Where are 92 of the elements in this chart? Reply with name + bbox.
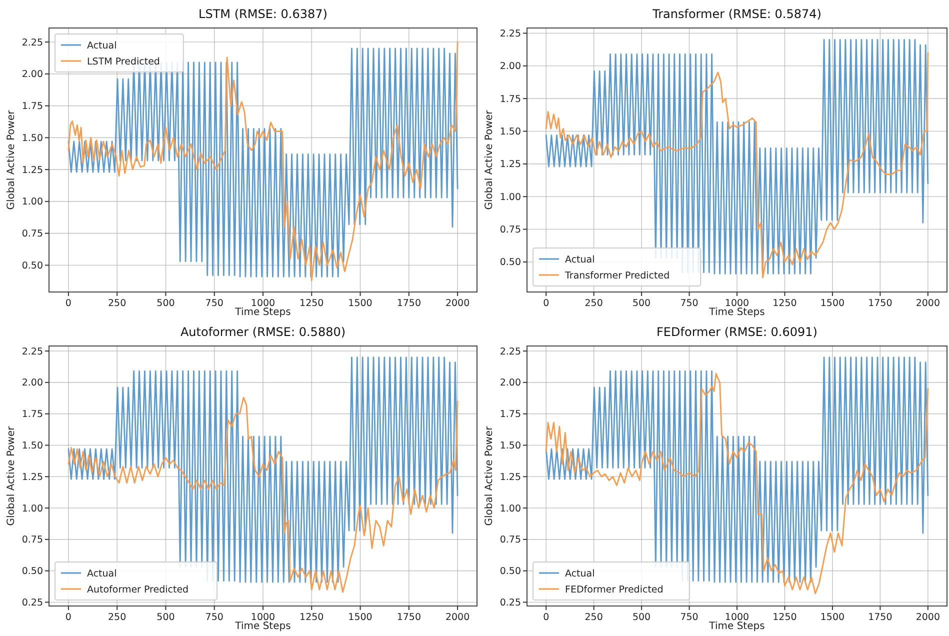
y-tick-label: 0.50 (22, 260, 43, 272)
x-axis-title: Time Steps (708, 307, 765, 318)
y-tick-label: 1.00 (500, 503, 521, 514)
x-tick-label: 1000 (250, 612, 276, 623)
x-tick-label: 250 (584, 298, 603, 309)
x-tick-label: 1250 (300, 612, 324, 623)
x-tick-label: 2000 (916, 298, 940, 309)
x-tick-label: 1250 (772, 298, 797, 309)
y-tick-label: 1.75 (500, 409, 521, 420)
y-axis-title: Global Active Power (6, 425, 17, 526)
x-tick-label: 1750 (396, 612, 422, 623)
y-tick-label: 1.75 (22, 409, 43, 420)
x-tick-label: 500 (632, 298, 651, 309)
x-tick-label: 0 (65, 612, 72, 623)
y-tick-label: 2.25 (22, 37, 43, 48)
legend-label: Actual (87, 568, 117, 580)
x-tick-label: 1000 (724, 612, 750, 623)
x-tick-label: 250 (584, 612, 603, 623)
x-tick-label: 1500 (820, 298, 845, 309)
x-tick-label: 1500 (348, 612, 372, 623)
x-tick-label: 500 (156, 612, 175, 623)
y-tick-label: 2.00 (500, 61, 521, 72)
legend-label: Autoformer Predicted (87, 584, 189, 596)
x-tick-label: 1750 (396, 298, 422, 309)
y-tick-label: 0.50 (500, 257, 521, 268)
chart-title: Transformer (RMSE: 0.5874) (652, 7, 822, 21)
x-tick-label: 1250 (772, 612, 797, 623)
y-tick-label: 0.75 (500, 534, 521, 546)
y-axis-title: Global Active Power (484, 425, 495, 526)
line-series (68, 396, 458, 593)
y-tick-label: 2.00 (500, 378, 521, 389)
y-tick-label: 0.25 (22, 598, 43, 609)
y-tick-label: 1.25 (22, 472, 43, 483)
x-tick-label: 750 (680, 612, 698, 623)
y-tick-label: 1.50 (22, 132, 43, 144)
y-tick-label: 2.25 (22, 346, 43, 358)
y-tick-label: 1.50 (500, 126, 521, 138)
x-tick-label: 500 (632, 612, 651, 623)
y-tick-label: 0.50 (500, 566, 521, 578)
x-tick-label: 1750 (868, 298, 892, 309)
y-tick-label: 1.00 (22, 503, 43, 514)
x-tick-label: 1500 (348, 298, 372, 309)
x-tick-label: 250 (108, 612, 126, 623)
line-series (68, 356, 458, 583)
chart-title: LSTM (RMSE: 0.6387) (198, 7, 328, 21)
y-tick-label: 1.00 (500, 192, 521, 203)
y-axis-title: Global Active Power (484, 109, 495, 210)
x-tick-label: 750 (205, 612, 224, 623)
y-tick-label: 2.25 (500, 28, 521, 40)
legend-label: FEDformer Predicted (565, 584, 664, 596)
x-tick-label: 2000 (445, 612, 470, 623)
y-tick-label: 1.75 (22, 101, 43, 112)
y-tick-label: 2.00 (22, 69, 43, 80)
x-axis-title: Time Steps (234, 621, 291, 632)
y-tick-label: 2.25 (500, 346, 521, 358)
y-tick-label: 1.50 (22, 440, 43, 452)
x-tick-label: 2000 (916, 612, 940, 623)
x-tick-label: 2000 (445, 298, 470, 309)
y-tick-label: 0.75 (22, 534, 43, 546)
x-tick-label: 0 (543, 298, 550, 309)
x-tick-label: 1000 (250, 298, 276, 309)
y-tick-label: 1.25 (500, 472, 521, 483)
x-tick-label: 1250 (300, 298, 324, 309)
y-tick-label: 0.75 (500, 224, 521, 236)
y-tick-label: 0.50 (22, 566, 43, 578)
legend-label: Actual (87, 40, 117, 52)
y-tick-label: 1.50 (500, 440, 521, 452)
y-tick-label: 0.25 (500, 598, 521, 609)
legend-label: LSTM Predicted (87, 56, 160, 68)
x-tick-label: 500 (156, 298, 175, 309)
x-tick-label: 1000 (724, 298, 750, 309)
x-tick-label: 1750 (868, 612, 892, 623)
x-tick-label: 750 (205, 298, 224, 309)
chart-title: FEDformer (RMSE: 0.6091) (656, 325, 818, 339)
legend-label: Actual (565, 254, 595, 266)
legend-label: Actual (565, 568, 595, 580)
x-axis-title: Time Steps (234, 307, 291, 318)
x-tick-label: 0 (65, 298, 72, 309)
x-tick-label: 750 (680, 298, 698, 309)
y-tick-label: 1.75 (500, 94, 521, 105)
y-tick-label: 1.25 (500, 159, 521, 170)
x-tick-label: 1500 (820, 612, 845, 623)
y-tick-label: 1.00 (22, 196, 43, 208)
x-axis-title: Time Steps (708, 621, 765, 632)
y-axis-title: Global Active Power (6, 109, 17, 210)
y-tick-label: 0.75 (22, 228, 43, 240)
legend-label: Transformer Predicted (564, 270, 670, 282)
x-tick-label: 0 (543, 612, 550, 623)
y-tick-label: 2.00 (22, 378, 43, 389)
y-tick-label: 1.25 (22, 164, 43, 176)
chart-title: Autoformer (RMSE: 0.5880) (180, 325, 346, 339)
x-tick-label: 250 (108, 298, 126, 309)
